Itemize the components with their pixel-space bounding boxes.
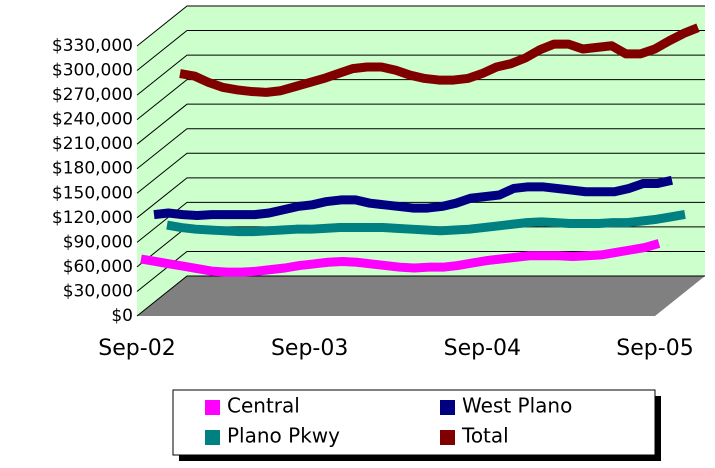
y-tick-label: $270,000: [52, 85, 133, 105]
series-line: [153, 175, 673, 220]
y-tick-label: $300,000: [52, 61, 133, 81]
grid-line: [136, 79, 705, 121]
legend-label: Total: [461, 424, 509, 448]
legend-swatch: [440, 430, 455, 445]
y-tick-label: $180,000: [52, 159, 133, 179]
plot-area: [137, 6, 705, 316]
back-wall: [187, 6, 705, 276]
y-tick-label: $150,000: [52, 183, 133, 203]
legend-swatch: [205, 430, 220, 445]
series-line: [179, 23, 700, 97]
grid-line: [136, 30, 705, 71]
floor: [137, 276, 705, 316]
x-tick-label: Sep-05: [616, 336, 693, 361]
legend-label: Plano Pkwy: [227, 424, 340, 448]
legend-entries: Central West Plano Plano Pkwy Total: [205, 394, 572, 448]
legend: [172, 389, 656, 456]
y-tick-label: $90,000: [63, 232, 133, 252]
legend-label: West Plano: [462, 394, 572, 418]
grid-line: [136, 103, 705, 145]
y-tick-label: $60,000: [63, 257, 133, 277]
legend-label: Central: [227, 394, 300, 418]
y-tick-label: $30,000: [63, 281, 133, 301]
grid-line: [136, 275, 705, 317]
grid-line: [136, 152, 705, 194]
x-tick-label: Sep-03: [271, 336, 348, 361]
series-group: [140, 23, 700, 277]
grid: [136, 5, 705, 317]
y-tick-label: $210,000: [52, 134, 133, 154]
grid-line: [136, 128, 705, 170]
x-tick-label: Sep-02: [98, 336, 175, 361]
y-tick-label: $330,000: [52, 36, 133, 56]
y-tick-label: $240,000: [52, 110, 133, 130]
grid-line: [136, 201, 705, 243]
side-wall: [137, 6, 187, 316]
grid-line: [136, 5, 705, 47]
series-line: [166, 210, 686, 237]
axis-labels: $0 $30,000 $60,000 $90,000 $120,000 $150,000 $…: [52, 36, 694, 361]
legend-swatch: [440, 400, 455, 415]
legend-swatch: [205, 400, 220, 415]
grid-line: [136, 177, 705, 219]
y-tick-label: $120,000: [52, 208, 133, 228]
series-line: [140, 239, 661, 277]
y-tick-label: $0: [111, 306, 133, 326]
x-tick-label: Sep-04: [444, 336, 521, 361]
